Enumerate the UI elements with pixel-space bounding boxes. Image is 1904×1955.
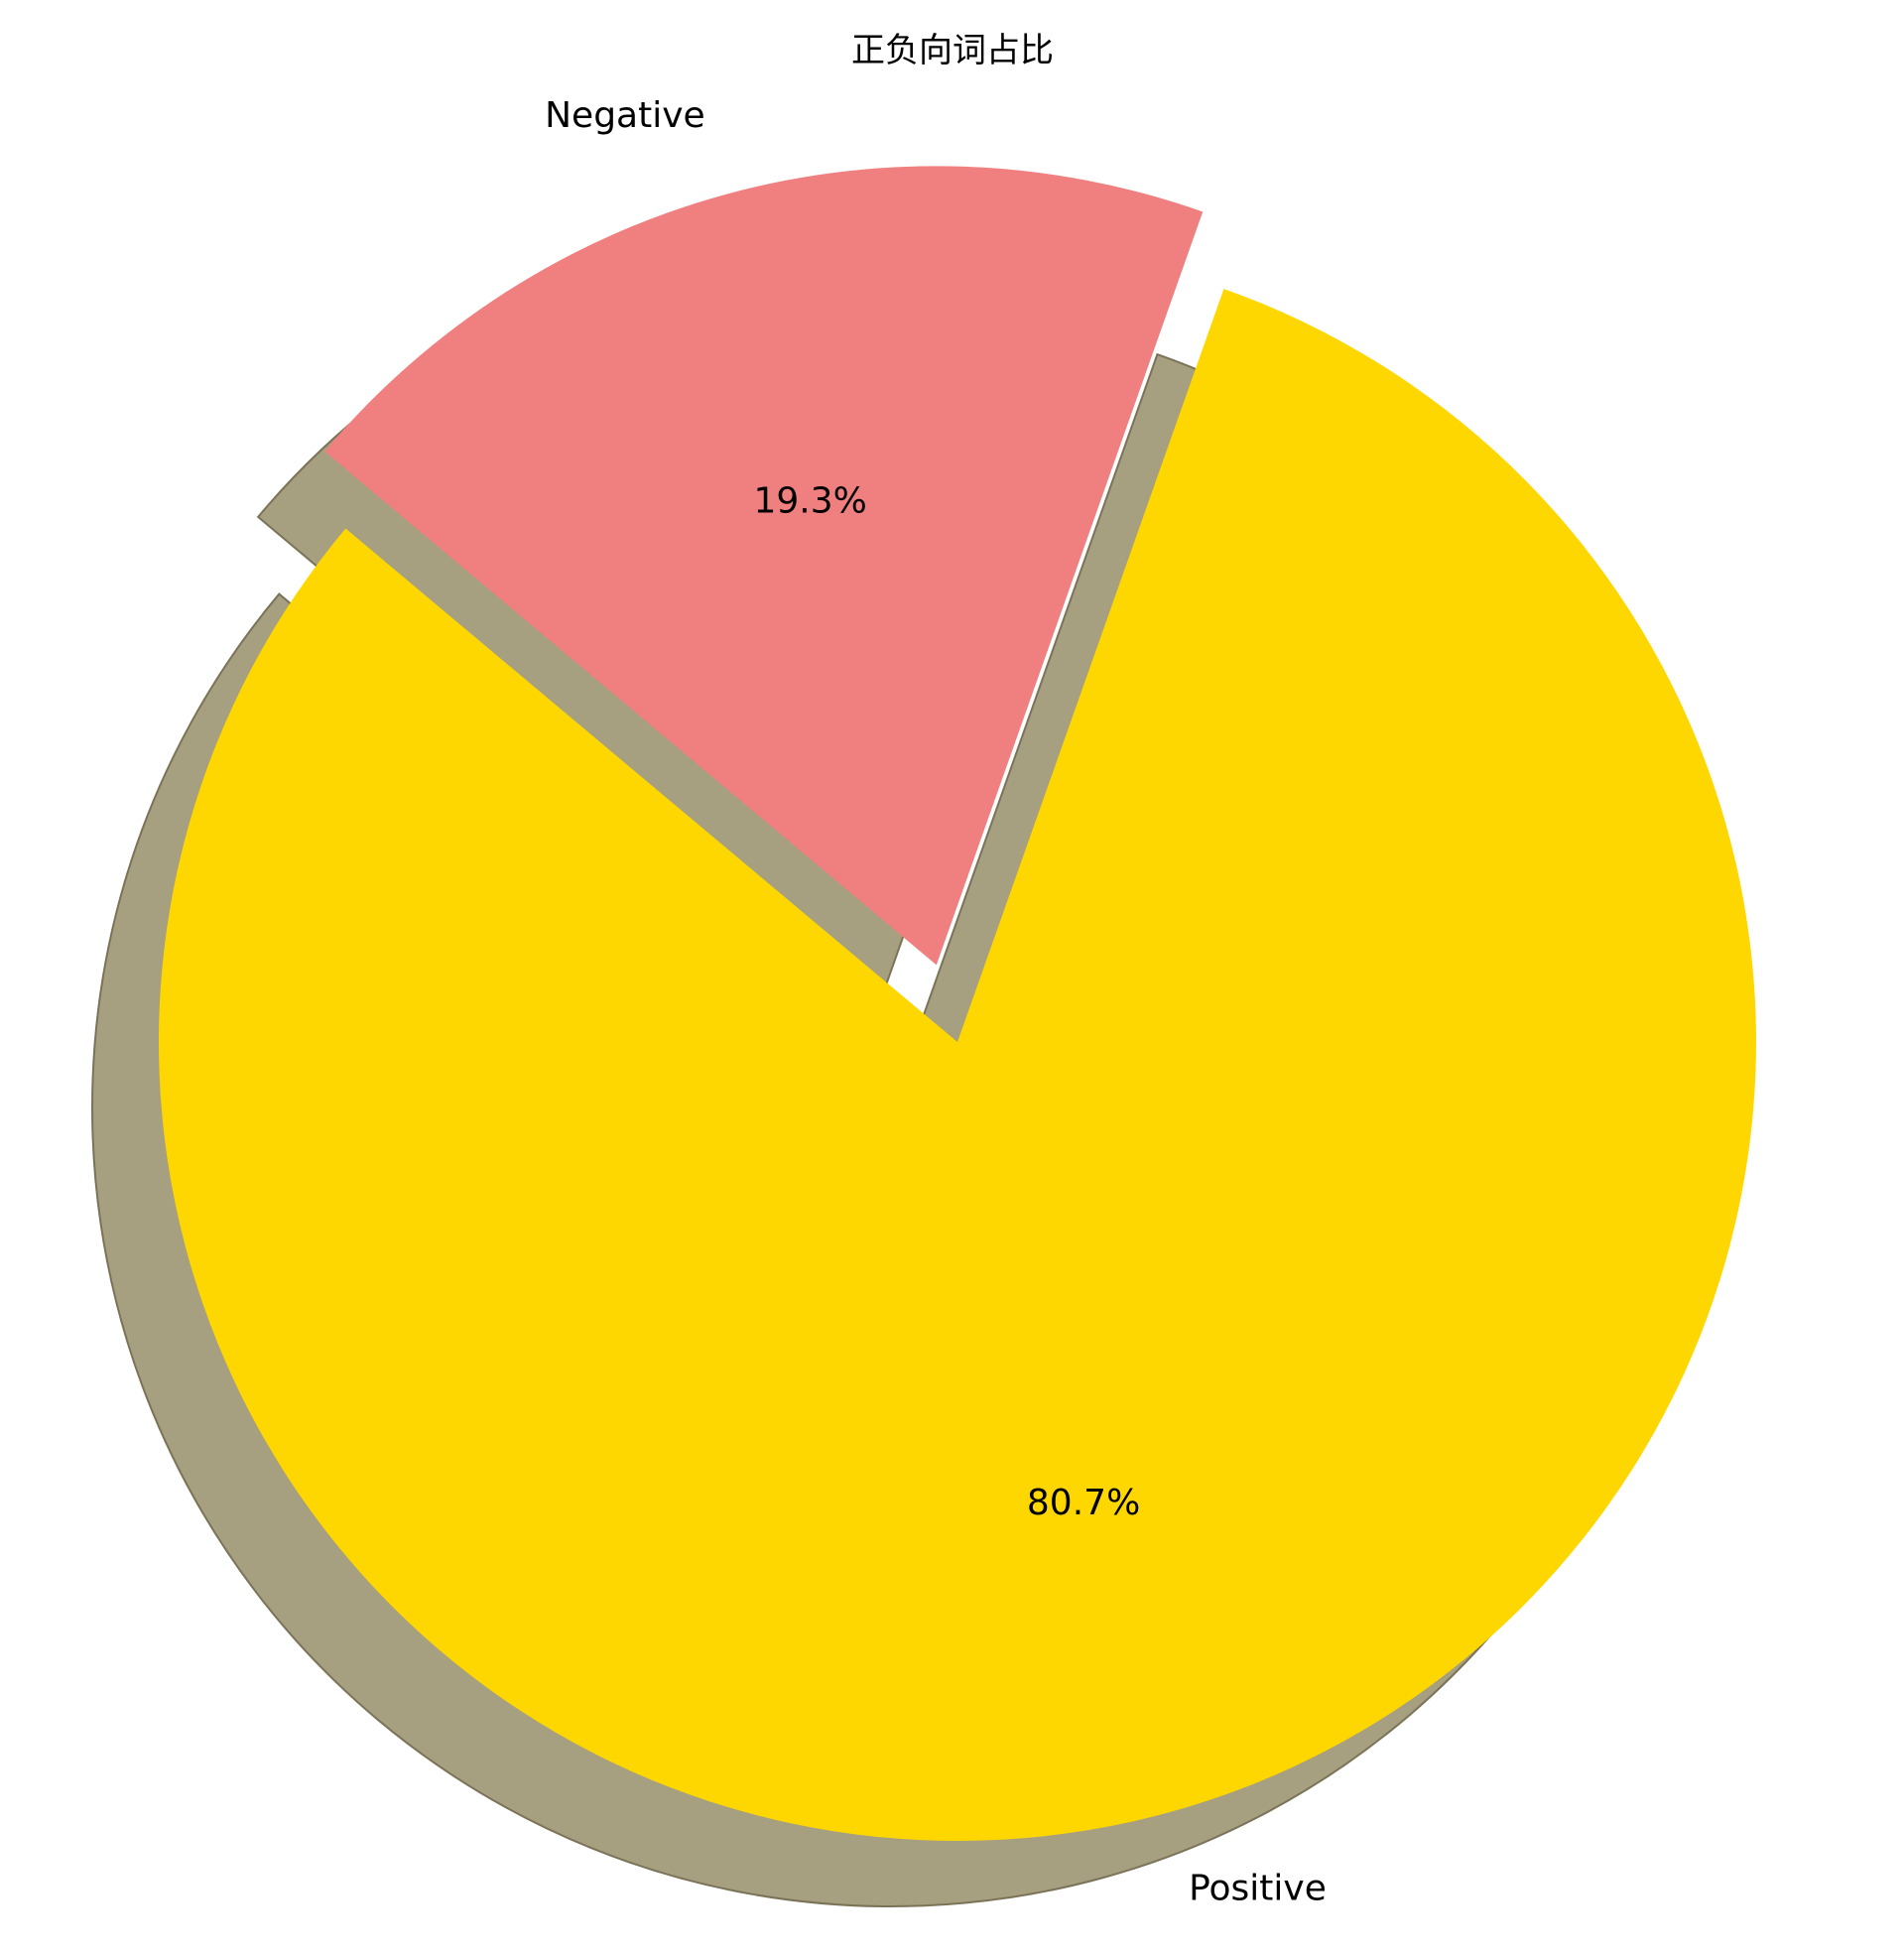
pie-slice-layer [158, 166, 1756, 1841]
pie-slice-positive [158, 289, 1756, 1841]
pie-slice-negative [324, 166, 1204, 966]
pie-label-layer: Positive 80.7% Negative 19.3% [545, 95, 1327, 1908]
slice-percent-negative: 19.3% [754, 480, 867, 521]
slice-label-positive: Positive [1189, 1868, 1327, 1908]
chart-title: 正负向词占比 [851, 31, 1054, 70]
slice-percent-positive: 80.7% [1027, 1483, 1140, 1523]
slice-label-negative: Negative [545, 95, 705, 136]
